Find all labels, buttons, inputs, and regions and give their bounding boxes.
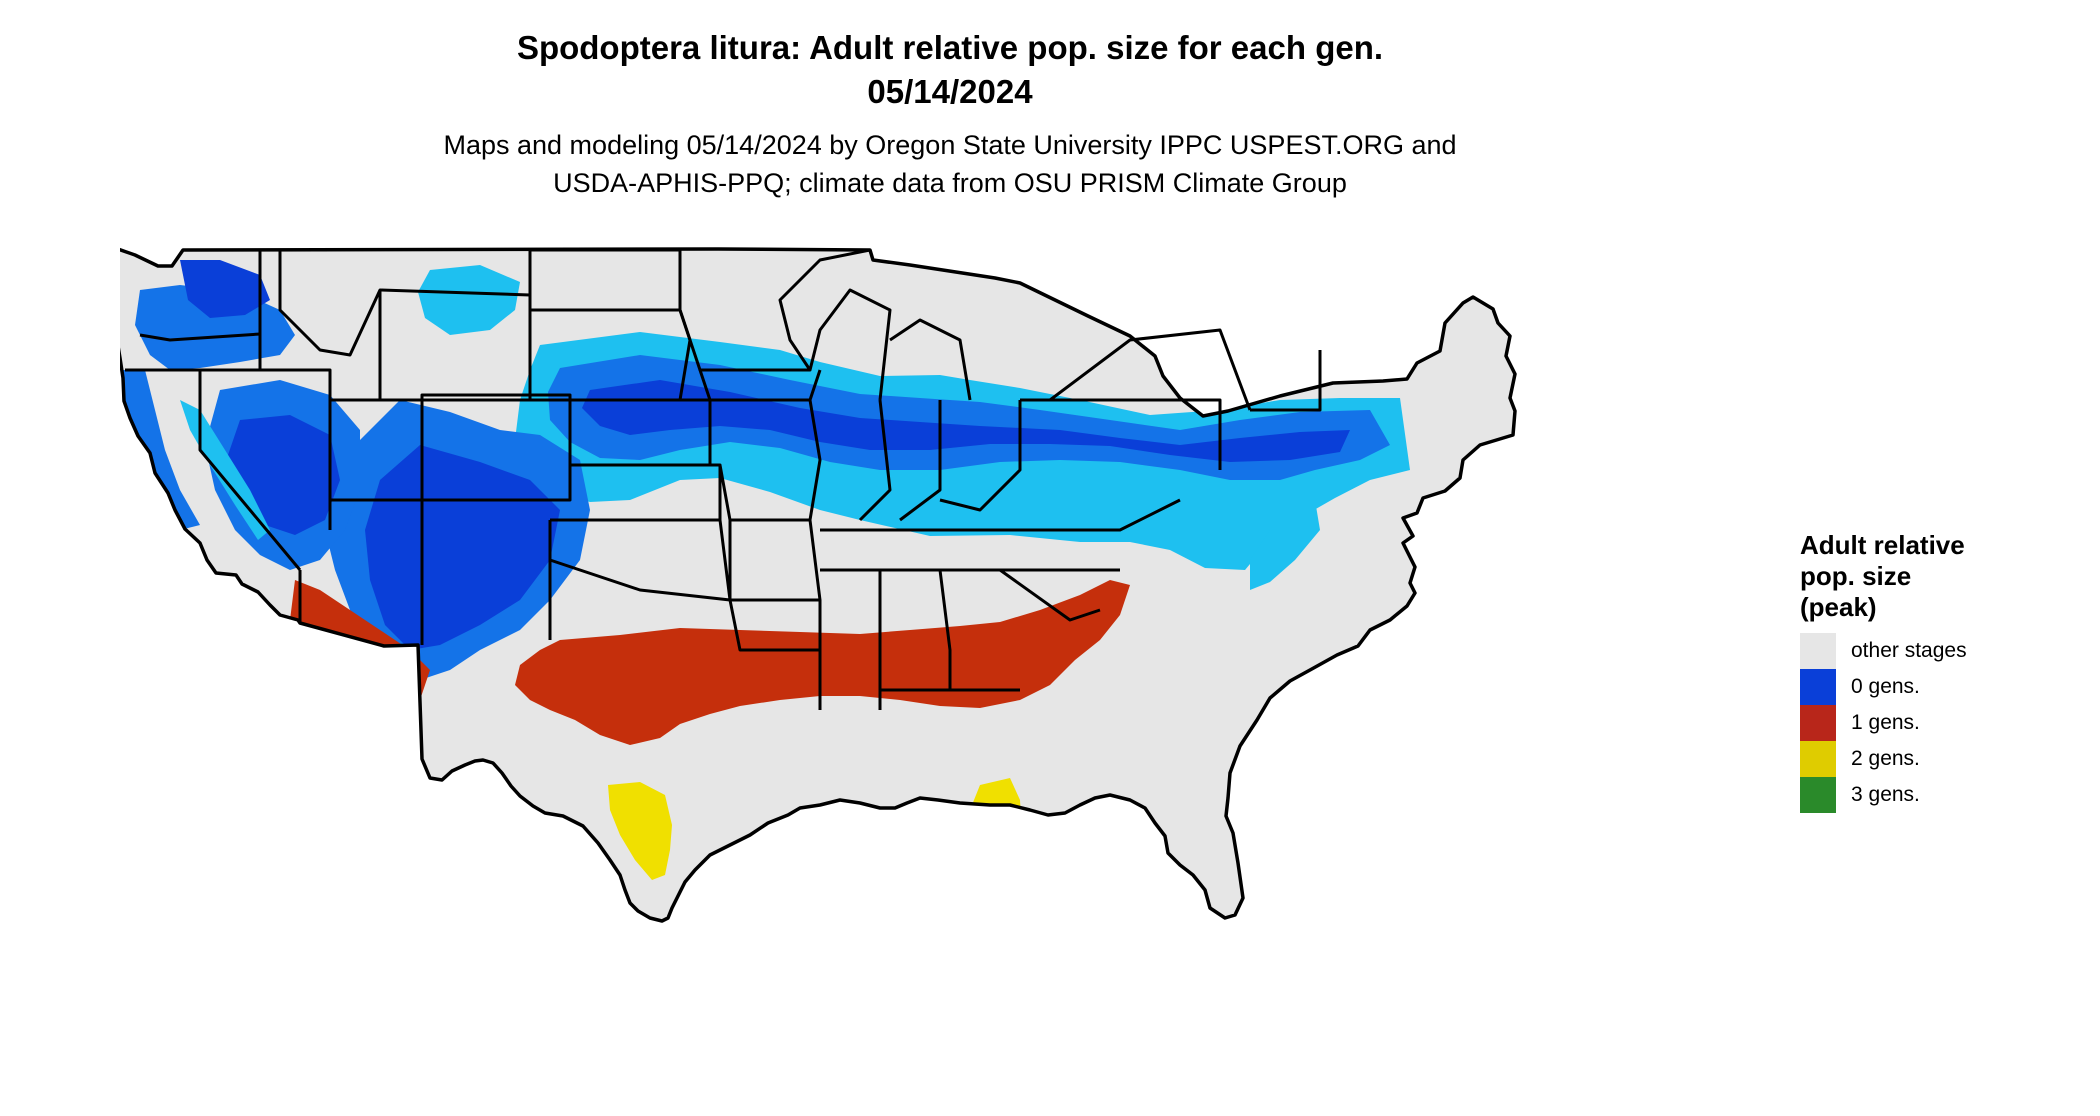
border-in-oh [899, 400, 942, 522]
border-wi-il [808, 288, 892, 401]
map-title: Spodoptera litura: Adult relative pop. s… [0, 26, 1900, 114]
legend-label: 3 gens. [1851, 783, 1920, 806]
legend-title: Adult relative pop. size (peak) [1800, 530, 2090, 623]
legend-swatch [1800, 669, 1836, 705]
border-ia [698, 369, 822, 402]
zone-blue-california-coast [120, 370, 200, 530]
legend-title-line: Adult relative [1800, 530, 1965, 560]
border-ar [728, 519, 822, 602]
border-wa-or [139, 332, 261, 342]
legend-item-0-gens: 0 gens. [1800, 669, 2090, 705]
border-co [420, 393, 572, 502]
zone-green-florida-keys [980, 876, 1025, 898]
border-ca-nv [198, 370, 302, 571]
border-mn [678, 248, 871, 372]
legend: Adult relative pop. size (peak) other st… [1800, 530, 2090, 813]
legend-label: 0 gens. [1851, 675, 1920, 698]
legend-swatch [1800, 633, 1836, 669]
us-map-svg [120, 244, 1517, 923]
zone-deep-blue-midwest [582, 380, 1350, 462]
border-ga-sc [999, 568, 1101, 622]
border-al-ga [938, 569, 952, 690]
state-borders [125, 248, 1322, 710]
legend-label: 2 gens. [1851, 747, 1920, 770]
border-nc-va [1020, 498, 1181, 532]
legend-item-other-stages: other stages [1800, 633, 2090, 669]
us-map [120, 230, 1780, 1116]
legend-title-line: (peak) [1800, 592, 1877, 622]
legend-item-1-gens: 1 gens. [1800, 705, 2090, 741]
legend-label: 1 gens. [1851, 711, 1920, 734]
legend-swatch [1800, 741, 1836, 777]
title-species-line: Spodoptera litura: Adult relative pop. s… [516, 29, 1384, 66]
zone-light-blue-appalachia [1250, 500, 1320, 590]
border-oh-wv [939, 400, 1022, 512]
border-new-england [1250, 350, 1322, 412]
zone-deep-blue-washington [180, 260, 270, 318]
border-ny [1049, 328, 1252, 411]
legend-swatch [1800, 705, 1836, 741]
map-subtitle: Maps and modeling 05/14/2024 by Oregon S… [0, 126, 1900, 202]
legend-title-line: pop. size [1800, 561, 1912, 591]
subtitle-line-2: USDA-APHIS-PPQ; climate data from OSU PR… [553, 168, 1347, 198]
border-mi [889, 318, 972, 401]
legend-label: other stages [1851, 639, 1967, 662]
border-il-in [858, 399, 892, 522]
border-id-ut [260, 368, 332, 530]
legend-item-3-gens: 3 gens. [1800, 777, 2090, 813]
zone-red-southern-band [515, 580, 1130, 745]
legend-item-2-gens: 2 gens. [1800, 741, 2090, 777]
legend-swatch [1800, 777, 1836, 813]
subtitle-line-1: Maps and modeling 05/14/2024 by Oregon S… [443, 130, 1457, 160]
title-date-line: 05/14/2024 [867, 73, 1033, 110]
zone-light-blue-montana [418, 265, 520, 335]
border-pa [1020, 398, 1222, 470]
zone-yellow-south-texas [608, 782, 672, 880]
zone-deep-blue-rockies [365, 445, 560, 650]
zone-yellow-south-florida [972, 778, 1022, 850]
